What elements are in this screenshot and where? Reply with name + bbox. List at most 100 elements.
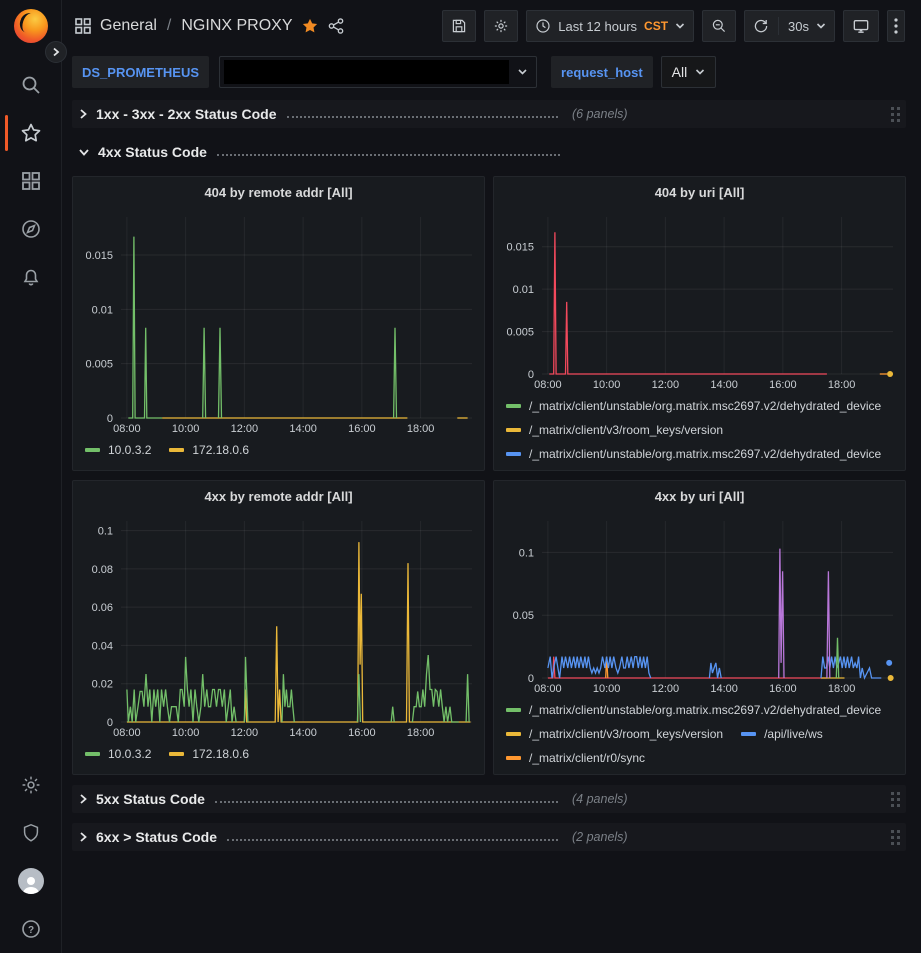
legend-item[interactable]: 172.18.0.6 bbox=[169, 742, 249, 766]
search-icon bbox=[20, 74, 42, 96]
row-4xx[interactable]: 4xx Status Code bbox=[72, 138, 906, 166]
refresh-group[interactable]: 30s bbox=[744, 10, 835, 42]
time-series-chart[interactable]: 08:00 10:00 12:00 14:00 16:00 18:00 0 0.005 0.01… bbox=[494, 207, 905, 392]
time-range-picker[interactable]: Last 12 hours CST bbox=[526, 10, 695, 42]
time-series-chart[interactable]: 08:00 10:00 12:00 14:00 16:00 18:00 0 0.05 0.1 bbox=[494, 511, 905, 696]
drag-handle-icon[interactable] bbox=[891, 106, 900, 122]
legend-item[interactable]: 10.0.3.2 bbox=[85, 742, 151, 766]
gear-icon bbox=[20, 774, 42, 796]
svg-text:18:00: 18:00 bbox=[407, 727, 435, 739]
legend-item[interactable]: 10.0.3.2 bbox=[85, 438, 151, 462]
ds-prometheus-select[interactable] bbox=[219, 56, 538, 88]
dashboard-body: 1xx - 3xx - 2xx Status Code (6 panels) 4… bbox=[62, 96, 921, 953]
legend-item[interactable]: /_matrix/client/v3/room_keys/version bbox=[506, 466, 723, 470]
breadcrumb-section[interactable]: General bbox=[100, 17, 157, 34]
chevron-down-icon bbox=[695, 68, 705, 76]
dashboard-settings-button[interactable] bbox=[484, 10, 519, 42]
svg-text:14:00: 14:00 bbox=[289, 727, 317, 739]
button-divider bbox=[778, 17, 780, 35]
sidebar-item-help[interactable]: ? bbox=[0, 905, 62, 953]
help-icon: ? bbox=[20, 918, 42, 940]
sidebar-item-starred[interactable] bbox=[0, 109, 62, 157]
favorite-star-icon[interactable] bbox=[301, 17, 319, 35]
shield-icon bbox=[20, 822, 42, 844]
bell-icon bbox=[20, 266, 42, 288]
timezone-label: CST bbox=[644, 19, 669, 33]
refresh-icon bbox=[753, 18, 769, 34]
legend-label: 172.18.0.6 bbox=[192, 443, 250, 457]
legend-item[interactable]: /_matrix/client/r0/sync bbox=[506, 746, 645, 770]
sidebar-item-configuration[interactable] bbox=[0, 761, 62, 809]
svg-text:10:00: 10:00 bbox=[172, 727, 200, 739]
svg-text:14:00: 14:00 bbox=[710, 683, 738, 695]
legend-item[interactable]: 172.18.0.6 bbox=[169, 438, 249, 462]
svg-text:12:00: 12:00 bbox=[231, 423, 259, 435]
panel-title[interactable]: 404 by uri [All] bbox=[654, 184, 745, 200]
legend-item[interactable]: /_matrix/client/unstable/org.matrix.msc2… bbox=[506, 698, 881, 722]
sidebar-item-dashboards[interactable] bbox=[0, 157, 62, 205]
cycle-view-mode-button[interactable] bbox=[843, 10, 879, 42]
share-icon[interactable] bbox=[327, 17, 345, 35]
grafana-logo[interactable] bbox=[13, 9, 48, 43]
clock-icon bbox=[535, 18, 551, 34]
chart-legend: /_matrix/client/unstable/org.matrix.msc2… bbox=[494, 696, 905, 774]
request-host-value: All bbox=[671, 64, 688, 80]
chevron-right-icon bbox=[78, 108, 88, 120]
time-range-label: Last 12 hours bbox=[558, 18, 638, 34]
panel-title[interactable]: 4xx by uri [All] bbox=[654, 488, 745, 504]
legend-item[interactable]: /_matrix/client/unstable/org.matrix.msc2… bbox=[506, 442, 881, 466]
sidebar-item-explore[interactable] bbox=[0, 205, 62, 253]
kebab-menu-button[interactable] bbox=[887, 10, 905, 42]
legend-swatch-icon bbox=[506, 708, 521, 712]
redacted-value bbox=[224, 60, 510, 84]
panel-4xx-by-uri: 4xx by uri [All] 08:00 10:00 12:00 14:00 16:… bbox=[493, 480, 906, 775]
legend-swatch-icon bbox=[741, 732, 757, 736]
sidebar-item-server-admin[interactable] bbox=[0, 809, 62, 857]
legend-item[interactable]: /_matrix/client/unstable/org.matrix.msc2… bbox=[506, 770, 881, 774]
time-series-chart[interactable]: 08:00 10:00 12:00 14:00 16:00 18:00 0 0.02 0.04 0… bbox=[73, 511, 484, 740]
legend-item[interactable]: /_matrix/client/v3/room_keys/version bbox=[506, 418, 723, 442]
legend-label: /_matrix/client/r0/sync bbox=[529, 751, 646, 765]
side-nav: ? bbox=[0, 0, 62, 953]
legend-label: /_matrix/client/v3/room_keys/version bbox=[529, 727, 724, 741]
row-1xx-3xx-2xx[interactable]: 1xx - 3xx - 2xx Status Code (6 panels) bbox=[72, 100, 906, 128]
legend-item[interactable]: /api/live/ws bbox=[741, 722, 823, 746]
row-6xx[interactable]: 6xx > Status Code (2 panels) bbox=[72, 823, 906, 851]
chevron-right-icon bbox=[78, 793, 88, 805]
legend-swatch-icon bbox=[506, 452, 521, 456]
svg-text:18:00: 18:00 bbox=[407, 423, 435, 435]
panel-title[interactable]: 4xx by remote addr [All] bbox=[204, 488, 353, 504]
svg-text:08:00: 08:00 bbox=[113, 423, 141, 435]
breadcrumb-title[interactable]: NGINX PROXY bbox=[181, 17, 293, 34]
request-host-label: request_host bbox=[551, 56, 653, 88]
legend-item[interactable]: /_matrix/client/unstable/org.matrix.msc2… bbox=[506, 394, 881, 418]
expand-nav-button[interactable] bbox=[45, 41, 67, 63]
legend-swatch-icon bbox=[506, 732, 521, 736]
svg-text:0: 0 bbox=[107, 413, 113, 425]
drag-handle-icon[interactable] bbox=[891, 829, 900, 845]
legend-item[interactable]: /sw.js bbox=[741, 466, 793, 470]
sidebar-item-alerting[interactable] bbox=[0, 253, 62, 301]
zoom-out-time-button[interactable] bbox=[702, 10, 737, 42]
panel-title[interactable]: 404 by remote addr [All] bbox=[204, 184, 353, 200]
monitor-icon bbox=[852, 18, 870, 34]
svg-text:0.1: 0.1 bbox=[98, 526, 113, 538]
refresh-interval-label: 30s bbox=[788, 18, 809, 34]
gear-icon bbox=[493, 18, 509, 34]
sidebar-item-profile[interactable] bbox=[0, 857, 62, 905]
drag-handle-icon[interactable] bbox=[891, 791, 900, 807]
svg-text:0.01: 0.01 bbox=[513, 284, 534, 296]
row-title: 6xx > Status Code bbox=[96, 829, 217, 845]
svg-text:08:00: 08:00 bbox=[113, 727, 141, 739]
dotted-leader bbox=[286, 116, 558, 118]
kebab-icon bbox=[894, 18, 898, 34]
row-5xx[interactable]: 5xx Status Code (4 panels) bbox=[72, 785, 906, 813]
request-host-select[interactable]: All bbox=[660, 56, 717, 88]
save-dashboard-button[interactable] bbox=[442, 10, 477, 42]
dashboard-header: General / NGINX PROXY bbox=[62, 0, 921, 52]
sidebar-item-search[interactable] bbox=[0, 61, 62, 109]
breadcrumb-separator: / bbox=[166, 17, 172, 34]
time-series-chart[interactable]: 08:00 10:00 12:00 14:00 16:00 18:00 0 0.005 0.01… bbox=[73, 207, 484, 436]
legend-item[interactable]: /_matrix/client/v3/room_keys/version bbox=[506, 722, 723, 746]
legend-swatch-icon bbox=[85, 448, 100, 452]
